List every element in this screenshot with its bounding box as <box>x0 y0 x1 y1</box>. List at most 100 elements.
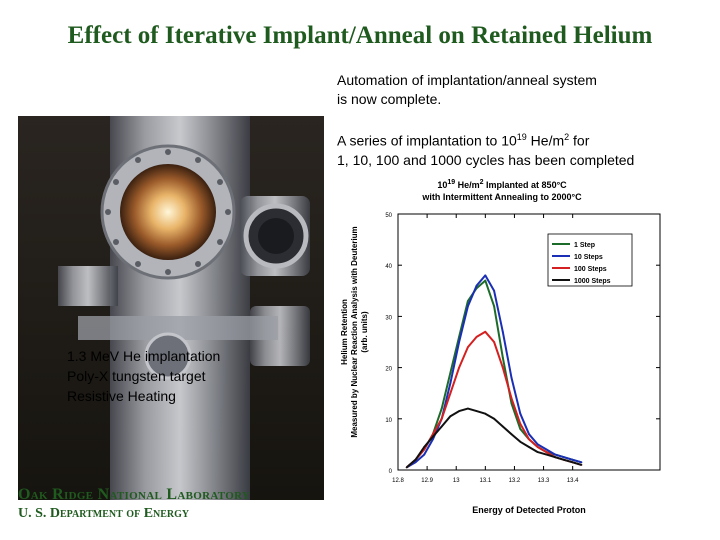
data-point-1000-steps <box>528 446 530 448</box>
data-point-1000-steps <box>405 466 408 469</box>
y-tick-label: 0 <box>389 469 393 475</box>
data-point-1000-steps <box>493 417 495 420</box>
data-point-10-steps <box>467 305 469 308</box>
photo-caption-line3: Resistive Heating <box>67 388 176 404</box>
data-point-1000-steps <box>545 453 548 456</box>
data-point-100-steps <box>528 438 530 441</box>
data-point-1-step <box>493 305 495 308</box>
data-point-1-step <box>440 407 443 410</box>
ornl-logo-line2: U. S. Department of Energy <box>18 506 190 521</box>
data-point-10-steps <box>563 456 565 459</box>
flange-bolts <box>105 149 231 275</box>
photo-caption-line2: Poly-X tungsten target <box>67 368 206 384</box>
data-point-1000-steps <box>423 446 426 448</box>
data-point-1000-steps <box>554 456 557 459</box>
series-note: A series of implantation to 1019 He/m2 f… <box>337 128 634 170</box>
data-point-1000-steps <box>467 407 469 410</box>
data-point-10-steps <box>449 382 452 384</box>
y-axis-label-line1: Helium Retention <box>340 299 349 365</box>
series-line-1000-steps <box>406 407 582 469</box>
data-point-1000-steps <box>580 464 583 466</box>
data-point-100-steps <box>510 397 513 400</box>
chamber-photo <box>18 116 324 500</box>
data-point-10-steps <box>519 412 522 415</box>
y-tick-label: 40 <box>385 264 392 270</box>
data-point-1000-steps <box>458 410 460 412</box>
data-point-100-steps <box>536 446 539 448</box>
data-point-1-step <box>484 279 487 282</box>
y-axis-label-line2: Measured by Nuclear Reaction Analysis wi… <box>350 226 359 437</box>
automation-note-line2: is now complete. <box>337 91 442 107</box>
lower-port <box>144 332 192 380</box>
data-point-1000-steps <box>475 410 478 412</box>
data-point-100-steps <box>484 330 487 333</box>
data-point-1000-steps <box>449 415 452 418</box>
chart-subtitle: with Intermittent Annealing to 2000°C <box>421 192 582 202</box>
data-point-10-steps <box>536 443 539 446</box>
data-point-100-steps <box>440 417 443 420</box>
data-point-1-step <box>449 371 452 374</box>
legend-label-10-steps: 10 Steps <box>574 254 603 261</box>
data-point-1-step <box>467 300 469 302</box>
y-axis-label: Helium Retention Measured by Nuclear Rea… <box>340 226 369 437</box>
data-point-10-steps <box>458 341 460 343</box>
main-viewport-glow <box>120 164 216 260</box>
data-point-10-steps <box>571 458 574 461</box>
data-point-100-steps <box>449 392 452 395</box>
chart-title: 1019 He/m2 Implanted at 850°C <box>437 179 567 190</box>
legend-label-100-steps: 100 Steps <box>574 266 607 273</box>
data-point-10-steps <box>554 453 557 456</box>
data-point-100-steps <box>475 336 478 338</box>
data-point-1000-steps <box>563 458 565 461</box>
x-tick-label: 13.3 <box>538 478 550 484</box>
x-tick-label: 12.8 <box>392 478 404 484</box>
data-point-1000-steps <box>571 461 574 464</box>
y-tick-label: 20 <box>385 367 392 373</box>
data-point-100-steps <box>493 341 495 343</box>
data-point-1000-steps <box>536 451 539 453</box>
photo-caption: 1.3 MeV He implantation Poly-X tungsten … <box>67 346 220 406</box>
data-point-1-step <box>510 402 513 405</box>
data-point-1000-steps <box>440 425 443 428</box>
automation-note: Automation of implantation/anneal system… <box>337 71 597 109</box>
data-point-100-steps <box>519 423 522 425</box>
data-point-10-steps <box>432 438 434 441</box>
data-point-10-steps <box>545 448 548 451</box>
data-point-10-steps <box>528 433 530 436</box>
y-tick-label: 50 <box>385 213 392 219</box>
data-point-100-steps <box>458 366 460 369</box>
data-point-100-steps <box>467 346 469 348</box>
helium-retention-chart: 1019 He/m2 Implanted at 850°C with Inter… <box>340 179 661 515</box>
photo-caption-line1: 1.3 MeV He implantation <box>67 348 221 364</box>
data-point-1000-steps <box>501 425 504 428</box>
plot-area: 0 10 20 30 40 50 12.8 12.9 13 13.1 13.2 13.3 13.4 1 S… <box>385 213 661 484</box>
y-tick-label: 10 <box>385 418 392 424</box>
legend-box <box>547 233 633 287</box>
y-tick-label: 30 <box>385 315 392 321</box>
data-point-10-steps <box>484 274 487 277</box>
legend-label-1-step: 1 Step <box>574 242 595 249</box>
data-point-1-step <box>501 356 504 359</box>
side-port-left <box>58 266 118 306</box>
x-tick-label: 13.1 <box>479 478 491 484</box>
x-tick-label: 13.4 <box>567 478 579 484</box>
automation-note-line1: Automation of implantation/anneal system <box>337 72 597 88</box>
series-note-line2: 1, 10, 100 and 1000 cycles has been comp… <box>337 151 635 168</box>
x-axis-label: Energy of Detected Proton <box>472 505 586 515</box>
y-axis-label-line3: (arb. units) <box>360 311 369 353</box>
data-point-10-steps <box>475 284 478 287</box>
data-point-100-steps <box>545 451 548 453</box>
data-point-1000-steps <box>519 440 522 443</box>
x-tick-label: 13.2 <box>509 478 521 484</box>
data-point-10-steps <box>493 289 495 292</box>
ornl-logo: Oak Ridge National Laboratory U. S. Depa… <box>18 486 250 522</box>
data-point-10-steps <box>580 461 583 464</box>
data-point-10-steps <box>414 461 417 464</box>
legend-label-1000-steps: 1000 Steps <box>574 278 611 285</box>
plot-frame <box>397 213 661 471</box>
data-point-1000-steps <box>510 433 513 436</box>
ornl-logo-line1: Oak Ridge National Laboratory <box>18 486 251 503</box>
data-point-100-steps <box>501 366 504 369</box>
x-tick-label: 13 <box>453 478 460 484</box>
x-tick-label: 12.9 <box>421 478 433 484</box>
